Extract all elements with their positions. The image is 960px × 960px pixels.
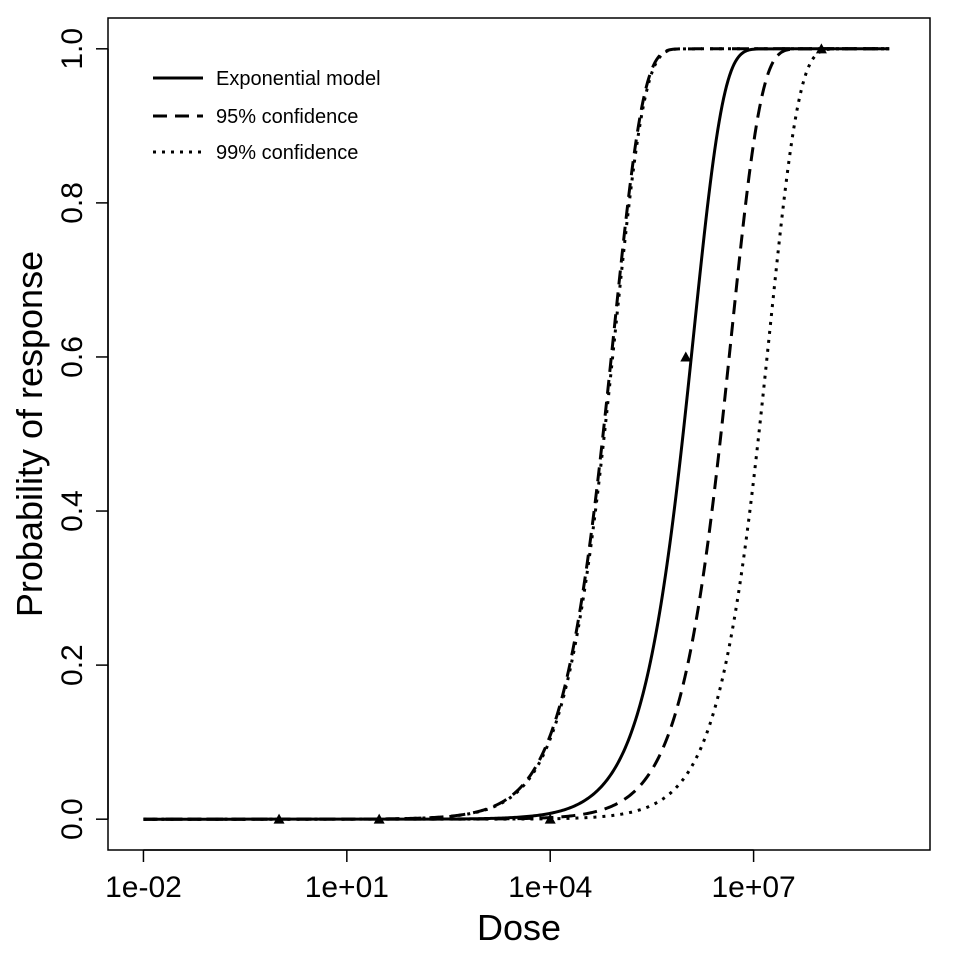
legend-label-99-confidence: 99% confidence <box>216 142 358 164</box>
series-line-dotted-3 <box>143 47 890 821</box>
series-line-dashed-2 <box>143 47 890 821</box>
x-tick-label-3: 1e+07 <box>711 871 795 904</box>
x-axis: 1e-02 1e+01 1e+04 1e+07 <box>105 849 796 904</box>
series-line-solid-0 <box>143 47 890 821</box>
data-point-4 <box>815 43 827 54</box>
y-tick-label-2: 0.4 <box>56 490 89 532</box>
y-tick-label-3: 0.6 <box>56 336 89 378</box>
series-line-dashed-1 <box>143 47 890 821</box>
observed-points <box>273 43 827 824</box>
x-axis-title: Dose <box>477 907 561 948</box>
data-point-1 <box>373 813 385 824</box>
y-tick-label-5: 1.0 <box>56 28 89 70</box>
x-tick-label-1: 1e+01 <box>305 871 389 904</box>
y-axis: 0.0 0.2 0.4 0.6 0.8 1.0 <box>56 28 109 840</box>
y-tick-label-0: 0.0 <box>56 798 89 840</box>
data-point-2 <box>544 813 556 824</box>
legend-label-95-confidence: 95% confidence <box>216 106 358 128</box>
y-axis-title: Probability of response <box>9 251 50 617</box>
legend: Exponential model 95% confidence 99% con… <box>153 68 381 164</box>
data-point-0 <box>273 813 285 824</box>
x-tick-label-2: 1e+04 <box>508 871 592 904</box>
legend-label-exponential-model: Exponential model <box>216 68 381 90</box>
curve-group <box>143 47 890 821</box>
y-tick-label-1: 0.2 <box>56 644 89 686</box>
y-tick-label-4: 0.8 <box>56 182 89 224</box>
data-point-3 <box>680 351 692 362</box>
x-tick-label-0: 1e-02 <box>105 871 182 904</box>
series-line-dotted-4 <box>143 47 890 821</box>
